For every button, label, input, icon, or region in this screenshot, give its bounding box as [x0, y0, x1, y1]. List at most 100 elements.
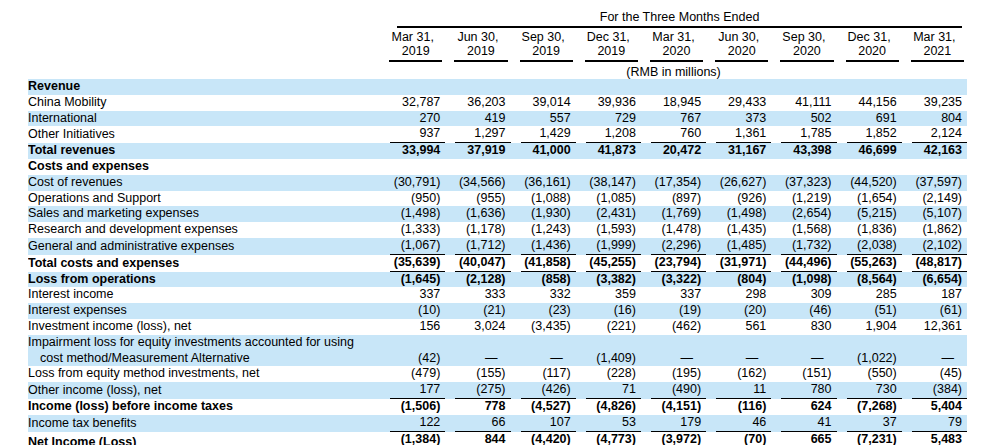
header-spacer-cell [28, 28, 380, 44]
cell-number: (4,151) [641, 399, 706, 415]
cell-value: (34,566) [445, 175, 510, 191]
cell-number: (1,769) [641, 206, 706, 222]
cell-number: 691 [837, 111, 902, 127]
cell-number: 760 [651, 126, 706, 143]
cell-value: 561 [706, 319, 771, 335]
cell-number: (70) [716, 432, 771, 445]
cell-value [902, 159, 967, 175]
cell-number: (151) [771, 366, 836, 382]
cell-value [511, 159, 576, 175]
period-column-header: Mar 31, [641, 28, 706, 44]
row-label: Impairment loss for equity investments a… [28, 335, 967, 351]
cell-number: (1,999) [586, 238, 641, 255]
cell-number: 177 [390, 382, 445, 399]
cell-number: 804 [902, 111, 967, 127]
cell-value: 1,852 [837, 126, 902, 143]
cell-number: 419 [445, 111, 510, 127]
period-year-underline: 2020 [715, 44, 768, 62]
row-label: International [28, 111, 380, 127]
cell-value: (42) [380, 351, 445, 367]
cell-value [837, 159, 902, 175]
cell-value: — [641, 351, 706, 367]
cell-number: (426) [521, 382, 576, 399]
cell-number: (16) [576, 303, 641, 319]
cell-number: (1,636) [445, 206, 510, 222]
cell-value: 729 [576, 111, 641, 127]
cell-value: (21) [445, 303, 510, 319]
cell-number: 3,024 [445, 319, 510, 335]
row-label: Income tax benefits [28, 415, 380, 432]
cell-number: (1,732) [781, 238, 836, 255]
cell-value: (44,496) [771, 255, 836, 272]
cell-value: (4,773) [576, 432, 641, 445]
cell-number: (26,627) [706, 175, 771, 191]
cell-value [641, 79, 706, 95]
cell-value: (2,654) [771, 206, 836, 222]
cell-number: (7,231) [847, 432, 902, 445]
cell-value: 46,699 [837, 143, 902, 159]
cell-number: 12,361 [902, 319, 967, 335]
cell-number: (1,654) [837, 191, 902, 207]
period-column-header: Dec 31, [576, 28, 641, 44]
cell-value: (116) [706, 399, 771, 415]
table-row: Research and development expenses(1,333)… [28, 222, 967, 238]
cell-value [706, 159, 771, 175]
cell-value [771, 79, 836, 95]
cell-value: (8,564) [837, 272, 902, 288]
cell-number: (1,568) [771, 222, 836, 238]
cell-number: — [706, 351, 771, 367]
cell-value: (5,215) [837, 206, 902, 222]
cell-number: 46 [716, 415, 771, 432]
cell-number: 107 [521, 415, 576, 432]
cell-value: (1,219) [771, 191, 836, 207]
row-label: Revenue [28, 79, 380, 95]
cell-value: — [511, 351, 576, 367]
cell-number: 20,472 [641, 143, 706, 159]
cell-number: (35,639) [390, 255, 445, 272]
row-label: Operations and Support [28, 191, 380, 207]
table-row: Loss from equity method investments, net… [28, 366, 967, 382]
cell-number: 36,203 [445, 95, 510, 111]
cell-value: 156 [380, 319, 445, 335]
cell-number: 187 [902, 287, 967, 303]
cell-number: (1,088) [511, 191, 576, 207]
cell-value: (1,022) [837, 351, 902, 367]
cell-number: 2,124 [912, 126, 967, 143]
cell-value: 309 [771, 287, 836, 303]
cell-value: 333 [445, 287, 510, 303]
cell-value: (858) [511, 272, 576, 288]
cell-value: (4,527) [511, 399, 576, 415]
cell-value: (31,971) [706, 255, 771, 272]
cell-number: 18,945 [641, 95, 706, 111]
cell-number: 337 [380, 287, 445, 303]
cell-value: (1,836) [837, 222, 902, 238]
cell-value: (16) [576, 303, 641, 319]
cell-value: (3,322) [641, 272, 706, 288]
cell-number: (36,161) [511, 175, 576, 191]
cell-value: (3,435) [511, 319, 576, 335]
cell-number: (1,435) [706, 222, 771, 238]
table-row: Income tax benefits122661075317946413779 [28, 415, 967, 432]
row-label: Investment income (loss), net [28, 319, 380, 335]
cell-value: (1,333) [380, 222, 445, 238]
cell-value: 937 [380, 126, 445, 143]
cell-value: 36,203 [445, 95, 510, 111]
cell-number: 37 [847, 415, 902, 432]
cell-number: (2,654) [771, 206, 836, 222]
cell-number: 5,483 [912, 432, 967, 445]
period-year-underline: 2019 [520, 44, 573, 62]
cell-value: 18,945 [641, 95, 706, 111]
cell-value: (426) [511, 382, 576, 399]
cell-number: 79 [912, 415, 967, 432]
cell-number: (384) [912, 382, 967, 399]
cell-value: 337 [641, 287, 706, 303]
cell-number: 41,000 [511, 143, 576, 159]
cell-value: (1,732) [771, 238, 836, 255]
period-year-header: 2020 [837, 44, 902, 62]
cell-value: (1,088) [511, 191, 576, 207]
cell-value [380, 159, 445, 175]
cell-value: 5,483 [902, 432, 967, 445]
period-year-underline: 2019 [454, 44, 507, 62]
cell-number: — [445, 351, 510, 367]
cell-number: (23) [511, 303, 576, 319]
